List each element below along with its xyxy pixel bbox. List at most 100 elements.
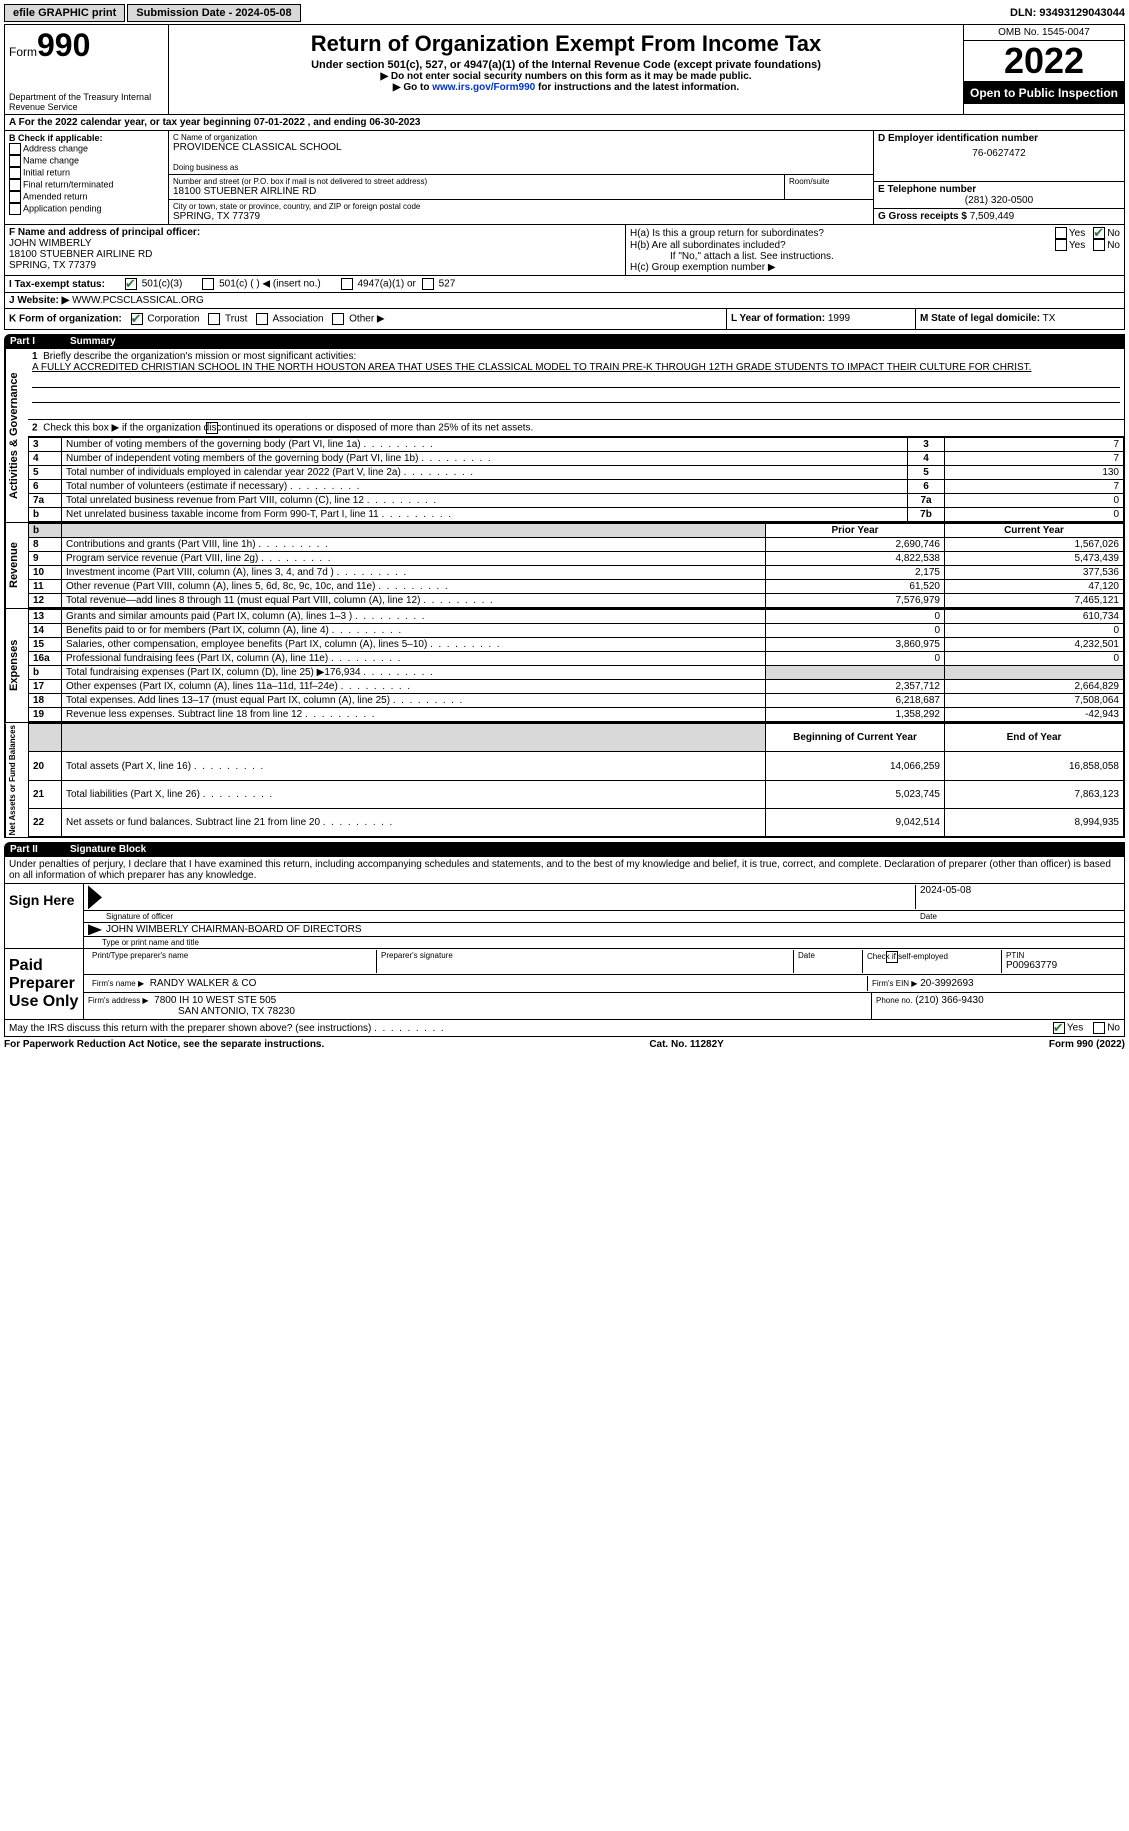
line-text: Revenue less expenses. Subtract line 18 … bbox=[62, 708, 766, 722]
block-f: F Name and address of principal officer:… bbox=[5, 225, 626, 275]
part1-header: Part I Summary bbox=[4, 334, 1125, 349]
block-deg: D Employer identification number 76-0627… bbox=[873, 131, 1124, 224]
submission-date-button[interactable]: Submission Date - 2024-05-08 bbox=[127, 4, 300, 22]
cb-ha-yes[interactable] bbox=[1055, 227, 1067, 239]
efile-button[interactable]: efile GRAPHIC print bbox=[4, 4, 125, 22]
netassets-section: Net Assets or Fund Balances Beginning of… bbox=[4, 723, 1125, 838]
side-ag: Activities & Governance bbox=[5, 349, 28, 522]
cb-initial-return[interactable] bbox=[9, 167, 21, 179]
begin-value: 14,066,259 bbox=[766, 752, 945, 780]
declaration: Under penalties of perjury, I declare th… bbox=[4, 857, 1125, 884]
line1-label: Briefly describe the organization's miss… bbox=[43, 351, 356, 362]
cb-discuss-no[interactable] bbox=[1093, 1022, 1105, 1034]
firm-ein-label: Firm's EIN ▶ bbox=[872, 979, 917, 988]
line-num: 15 bbox=[29, 638, 62, 652]
footer-left: For Paperwork Reduction Act Notice, see … bbox=[4, 1039, 324, 1050]
cb-self-employed[interactable] bbox=[886, 951, 898, 963]
i-o2: 501(c) ( ) ◀ (insert no.) bbox=[219, 279, 321, 290]
line-box: 5 bbox=[908, 466, 945, 480]
footer-right: Form 990 (2022) bbox=[1049, 1039, 1125, 1050]
form-number: Form990 bbox=[9, 27, 164, 64]
line-text: Total number of volunteers (estimate if … bbox=[62, 480, 908, 494]
type-name-label: Type or print name and title bbox=[84, 937, 1124, 948]
line-value: 0 bbox=[945, 494, 1124, 508]
line-value: 0 bbox=[945, 508, 1124, 522]
line-box: 7a bbox=[908, 494, 945, 508]
hb-note: If "No," attach a list. See instructions… bbox=[630, 251, 1120, 262]
prior-value: 7,576,979 bbox=[766, 594, 945, 608]
cb-trust[interactable] bbox=[208, 313, 220, 325]
prior-value: 0 bbox=[766, 652, 945, 666]
cb-527[interactable] bbox=[422, 278, 434, 290]
part2-num: Part II bbox=[10, 844, 70, 855]
cb-ha-no[interactable] bbox=[1093, 227, 1105, 239]
b-item: Initial return bbox=[23, 167, 70, 177]
form-prefix: Form bbox=[9, 45, 37, 59]
officer-addr2: SPRING, TX 77379 bbox=[9, 260, 621, 271]
irs-link[interactable]: www.irs.gov/Form990 bbox=[432, 82, 535, 93]
cb-app-pending[interactable] bbox=[9, 203, 21, 215]
line-num: 11 bbox=[29, 580, 62, 594]
b-item: Name change bbox=[23, 155, 79, 165]
cb-hb-yes[interactable] bbox=[1055, 239, 1067, 251]
current-value: -42,943 bbox=[945, 708, 1124, 722]
cb-assoc[interactable] bbox=[256, 313, 268, 325]
cb-discuss-yes[interactable] bbox=[1053, 1022, 1065, 1034]
cb-address-change[interactable] bbox=[9, 143, 21, 155]
current-value: 47,120 bbox=[945, 580, 1124, 594]
officer-printed-name: JOHN WIMBERLY CHAIRMAN-BOARD OF DIRECTOR… bbox=[106, 924, 362, 935]
gross-receipts: 7,509,449 bbox=[970, 211, 1015, 222]
line-num: 4 bbox=[29, 452, 62, 466]
cb-501c3[interactable] bbox=[125, 278, 137, 290]
cb-line2[interactable] bbox=[206, 422, 218, 434]
cb-other[interactable] bbox=[332, 313, 344, 325]
line-num: b bbox=[29, 508, 62, 522]
b-item: Amended return bbox=[23, 191, 88, 201]
line-box: 4 bbox=[908, 452, 945, 466]
side-net: Net Assets or Fund Balances bbox=[5, 723, 28, 837]
expenses-table: 13 Grants and similar amounts paid (Part… bbox=[28, 609, 1124, 722]
k-o3: Association bbox=[272, 314, 323, 325]
cb-name-change[interactable] bbox=[9, 155, 21, 167]
netassets-table: Beginning of Current Year End of Year 20… bbox=[28, 723, 1124, 837]
ag-section: Activities & Governance 1 Briefly descri… bbox=[4, 349, 1125, 523]
current-value: 1,567,026 bbox=[945, 538, 1124, 552]
prior-value bbox=[766, 666, 945, 680]
mission-text: A FULLY ACCREDITED CHRISTIAN SCHOOL IN T… bbox=[32, 362, 1120, 373]
cb-hb-no[interactable] bbox=[1093, 239, 1105, 251]
current-value: 0 bbox=[945, 652, 1124, 666]
line-text: Professional fundraising fees (Part IX, … bbox=[62, 652, 766, 666]
cb-501c[interactable] bbox=[202, 278, 214, 290]
prior-value: 3,860,975 bbox=[766, 638, 945, 652]
begin-value: 5,023,745 bbox=[766, 780, 945, 808]
line-num: 5 bbox=[29, 466, 62, 480]
arrow-icon bbox=[88, 924, 102, 935]
sub3-post: for instructions and the latest informat… bbox=[535, 82, 739, 93]
k-label: K Form of organization: bbox=[9, 314, 122, 325]
line-value: 7 bbox=[945, 452, 1124, 466]
line-text: Other revenue (Part VIII, column (A), li… bbox=[62, 580, 766, 594]
col-current: Current Year bbox=[945, 524, 1124, 538]
line-text: Net assets or fund balances. Subtract li… bbox=[62, 809, 766, 837]
line-a: A For the 2022 calendar year, or tax yea… bbox=[4, 115, 1125, 131]
line-box: 7b bbox=[908, 508, 945, 522]
cb-amended[interactable] bbox=[9, 191, 21, 203]
form-header: Form990 Department of the Treasury Inter… bbox=[4, 24, 1125, 115]
line-text: Program service revenue (Part VIII, line… bbox=[62, 552, 766, 566]
prior-value: 2,357,712 bbox=[766, 680, 945, 694]
sig-date: 2024-05-08 bbox=[915, 885, 1120, 909]
line-box: 3 bbox=[908, 438, 945, 452]
cb-corp[interactable] bbox=[131, 313, 143, 325]
begin-value: 9,042,514 bbox=[766, 809, 945, 837]
current-value: 377,536 bbox=[945, 566, 1124, 580]
cb-final-return[interactable] bbox=[9, 179, 21, 191]
no-label: No bbox=[1107, 1023, 1120, 1034]
self-employed-label: Check if self-employed bbox=[867, 953, 948, 962]
cb-4947[interactable] bbox=[341, 278, 353, 290]
c-name-label: C Name of organization bbox=[173, 133, 869, 142]
m-value: TX bbox=[1043, 313, 1056, 324]
line-text: Total revenue—add lines 8 through 11 (mu… bbox=[62, 594, 766, 608]
b-item: Application pending bbox=[23, 203, 102, 213]
paid-label: Paid Preparer Use Only bbox=[5, 949, 84, 1019]
side-rev: Revenue bbox=[5, 523, 28, 608]
